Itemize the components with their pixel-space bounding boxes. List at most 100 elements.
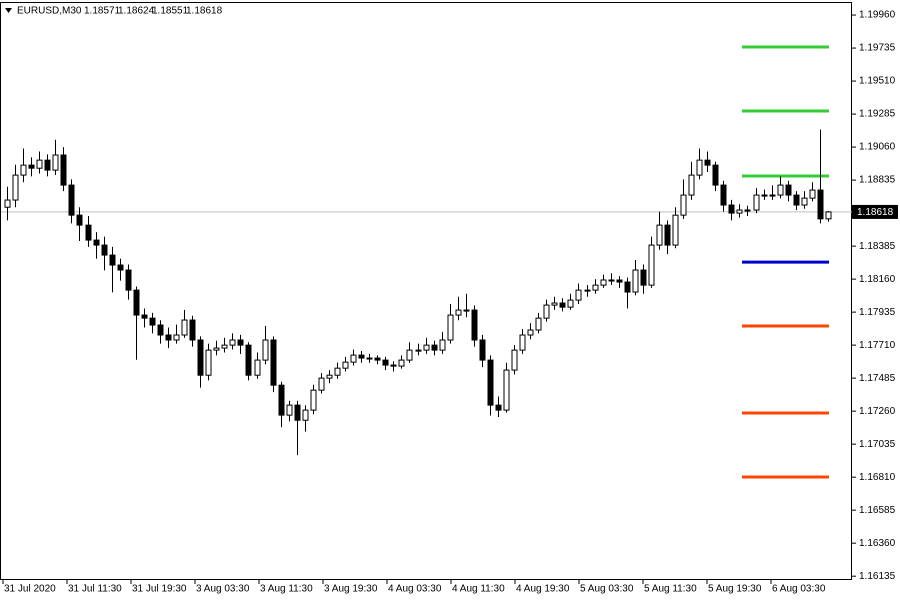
y-tick-label: 1.18385 bbox=[859, 241, 896, 252]
candle-body bbox=[68, 184, 75, 216]
candle-body bbox=[503, 369, 510, 411]
candle-body bbox=[769, 194, 776, 197]
candle-body bbox=[487, 359, 494, 406]
y-tick-label: 1.18835 bbox=[859, 175, 896, 186]
plot-frame bbox=[0, 2, 852, 580]
candle-body bbox=[294, 404, 301, 421]
candle-body bbox=[825, 211, 832, 220]
candle-body bbox=[165, 334, 172, 341]
candle-body bbox=[423, 344, 430, 351]
candle-body bbox=[584, 289, 591, 292]
candle-body bbox=[85, 224, 92, 241]
candle-body bbox=[809, 189, 816, 199]
x-tick-label: 31 Jul 19:30 bbox=[132, 584, 187, 595]
candle-body bbox=[60, 154, 67, 186]
candle-body bbox=[704, 159, 711, 166]
candle-body bbox=[785, 184, 792, 196]
candle-body bbox=[278, 384, 285, 416]
candle-body bbox=[229, 339, 236, 346]
candle-body bbox=[262, 339, 269, 361]
y-tick-label: 1.17485 bbox=[859, 373, 896, 384]
candle-body bbox=[712, 164, 719, 186]
x-tick-label: 3 Aug 19:30 bbox=[324, 584, 378, 595]
candle-body bbox=[559, 302, 566, 308]
candle-body bbox=[793, 194, 800, 206]
candle-body bbox=[326, 374, 333, 379]
candle-body bbox=[551, 302, 558, 306]
candle-body bbox=[358, 354, 365, 359]
candle-body bbox=[431, 344, 438, 351]
x-tick-label: 5 Aug 03:30 bbox=[580, 584, 634, 595]
candle-body bbox=[696, 159, 703, 176]
candle-body bbox=[366, 357, 373, 360]
candle-body bbox=[664, 224, 671, 246]
candle-body bbox=[149, 317, 156, 326]
candle-body bbox=[728, 204, 735, 214]
x-tick-label: 31 Jul 2020 bbox=[4, 584, 56, 595]
candle-body bbox=[817, 189, 824, 220]
candle-body bbox=[76, 214, 83, 226]
candle-body bbox=[656, 224, 663, 246]
candle-body bbox=[181, 319, 188, 336]
candle-body bbox=[439, 339, 446, 351]
candle-body bbox=[680, 194, 687, 216]
candle-body bbox=[600, 279, 607, 286]
candle-body bbox=[109, 254, 116, 266]
y-tick-label: 1.18160 bbox=[859, 274, 896, 285]
candle-body bbox=[157, 324, 164, 336]
header-close: 1.18618 bbox=[186, 6, 223, 17]
y-tick-label: 1.19510 bbox=[859, 76, 896, 87]
candle-body bbox=[254, 359, 261, 376]
candle-body bbox=[270, 339, 277, 386]
candle-body bbox=[616, 279, 623, 283]
x-tick-label: 5 Aug 19:30 bbox=[708, 584, 762, 595]
candle-body bbox=[189, 319, 196, 341]
candle-body bbox=[141, 314, 148, 319]
x-tick-label: 3 Aug 03:30 bbox=[196, 584, 250, 595]
candle-body bbox=[36, 159, 43, 169]
candle-body bbox=[415, 349, 422, 352]
candle-body bbox=[302, 409, 309, 421]
price-label-box bbox=[852, 204, 898, 219]
candle-body bbox=[648, 244, 655, 286]
menu-arrow[interactable] bbox=[5, 8, 12, 13]
candle-body bbox=[334, 367, 341, 376]
candle-body bbox=[777, 184, 784, 196]
candle-body bbox=[20, 164, 27, 176]
candle-body bbox=[511, 349, 518, 371]
candle-body bbox=[761, 194, 768, 197]
y-tick-label: 1.17260 bbox=[859, 406, 896, 417]
candle-body bbox=[245, 344, 252, 376]
candle-body bbox=[350, 354, 357, 363]
candle-body bbox=[753, 194, 760, 211]
candle-body bbox=[463, 309, 470, 312]
x-tick-label: 4 Aug 11:30 bbox=[452, 584, 505, 595]
candle-body bbox=[125, 269, 132, 291]
candle-body bbox=[374, 357, 381, 361]
candle-body bbox=[318, 377, 325, 391]
candle-body bbox=[455, 309, 462, 316]
candle-body bbox=[406, 349, 413, 361]
candle-body bbox=[44, 159, 51, 171]
y-tick-label: 1.17935 bbox=[859, 307, 896, 318]
candle-body bbox=[640, 269, 647, 286]
candle-body bbox=[535, 317, 542, 331]
candle-body bbox=[592, 284, 599, 291]
candle-body bbox=[672, 214, 679, 246]
candle-body bbox=[447, 314, 454, 341]
candle-body bbox=[519, 334, 526, 351]
y-tick-label: 1.19960 bbox=[859, 10, 896, 21]
candle-body bbox=[117, 264, 124, 271]
candle-body bbox=[398, 359, 405, 367]
candle-body bbox=[527, 329, 534, 336]
y-tick-label: 1.17035 bbox=[859, 439, 896, 450]
candle-body bbox=[286, 404, 293, 416]
candle-body bbox=[720, 184, 727, 206]
candle-body bbox=[52, 154, 59, 171]
candle-body bbox=[632, 269, 639, 293]
candle-body bbox=[173, 334, 180, 341]
candle-body bbox=[101, 244, 108, 256]
y-tick-label: 1.17710 bbox=[859, 340, 896, 351]
candle-body bbox=[342, 361, 349, 369]
